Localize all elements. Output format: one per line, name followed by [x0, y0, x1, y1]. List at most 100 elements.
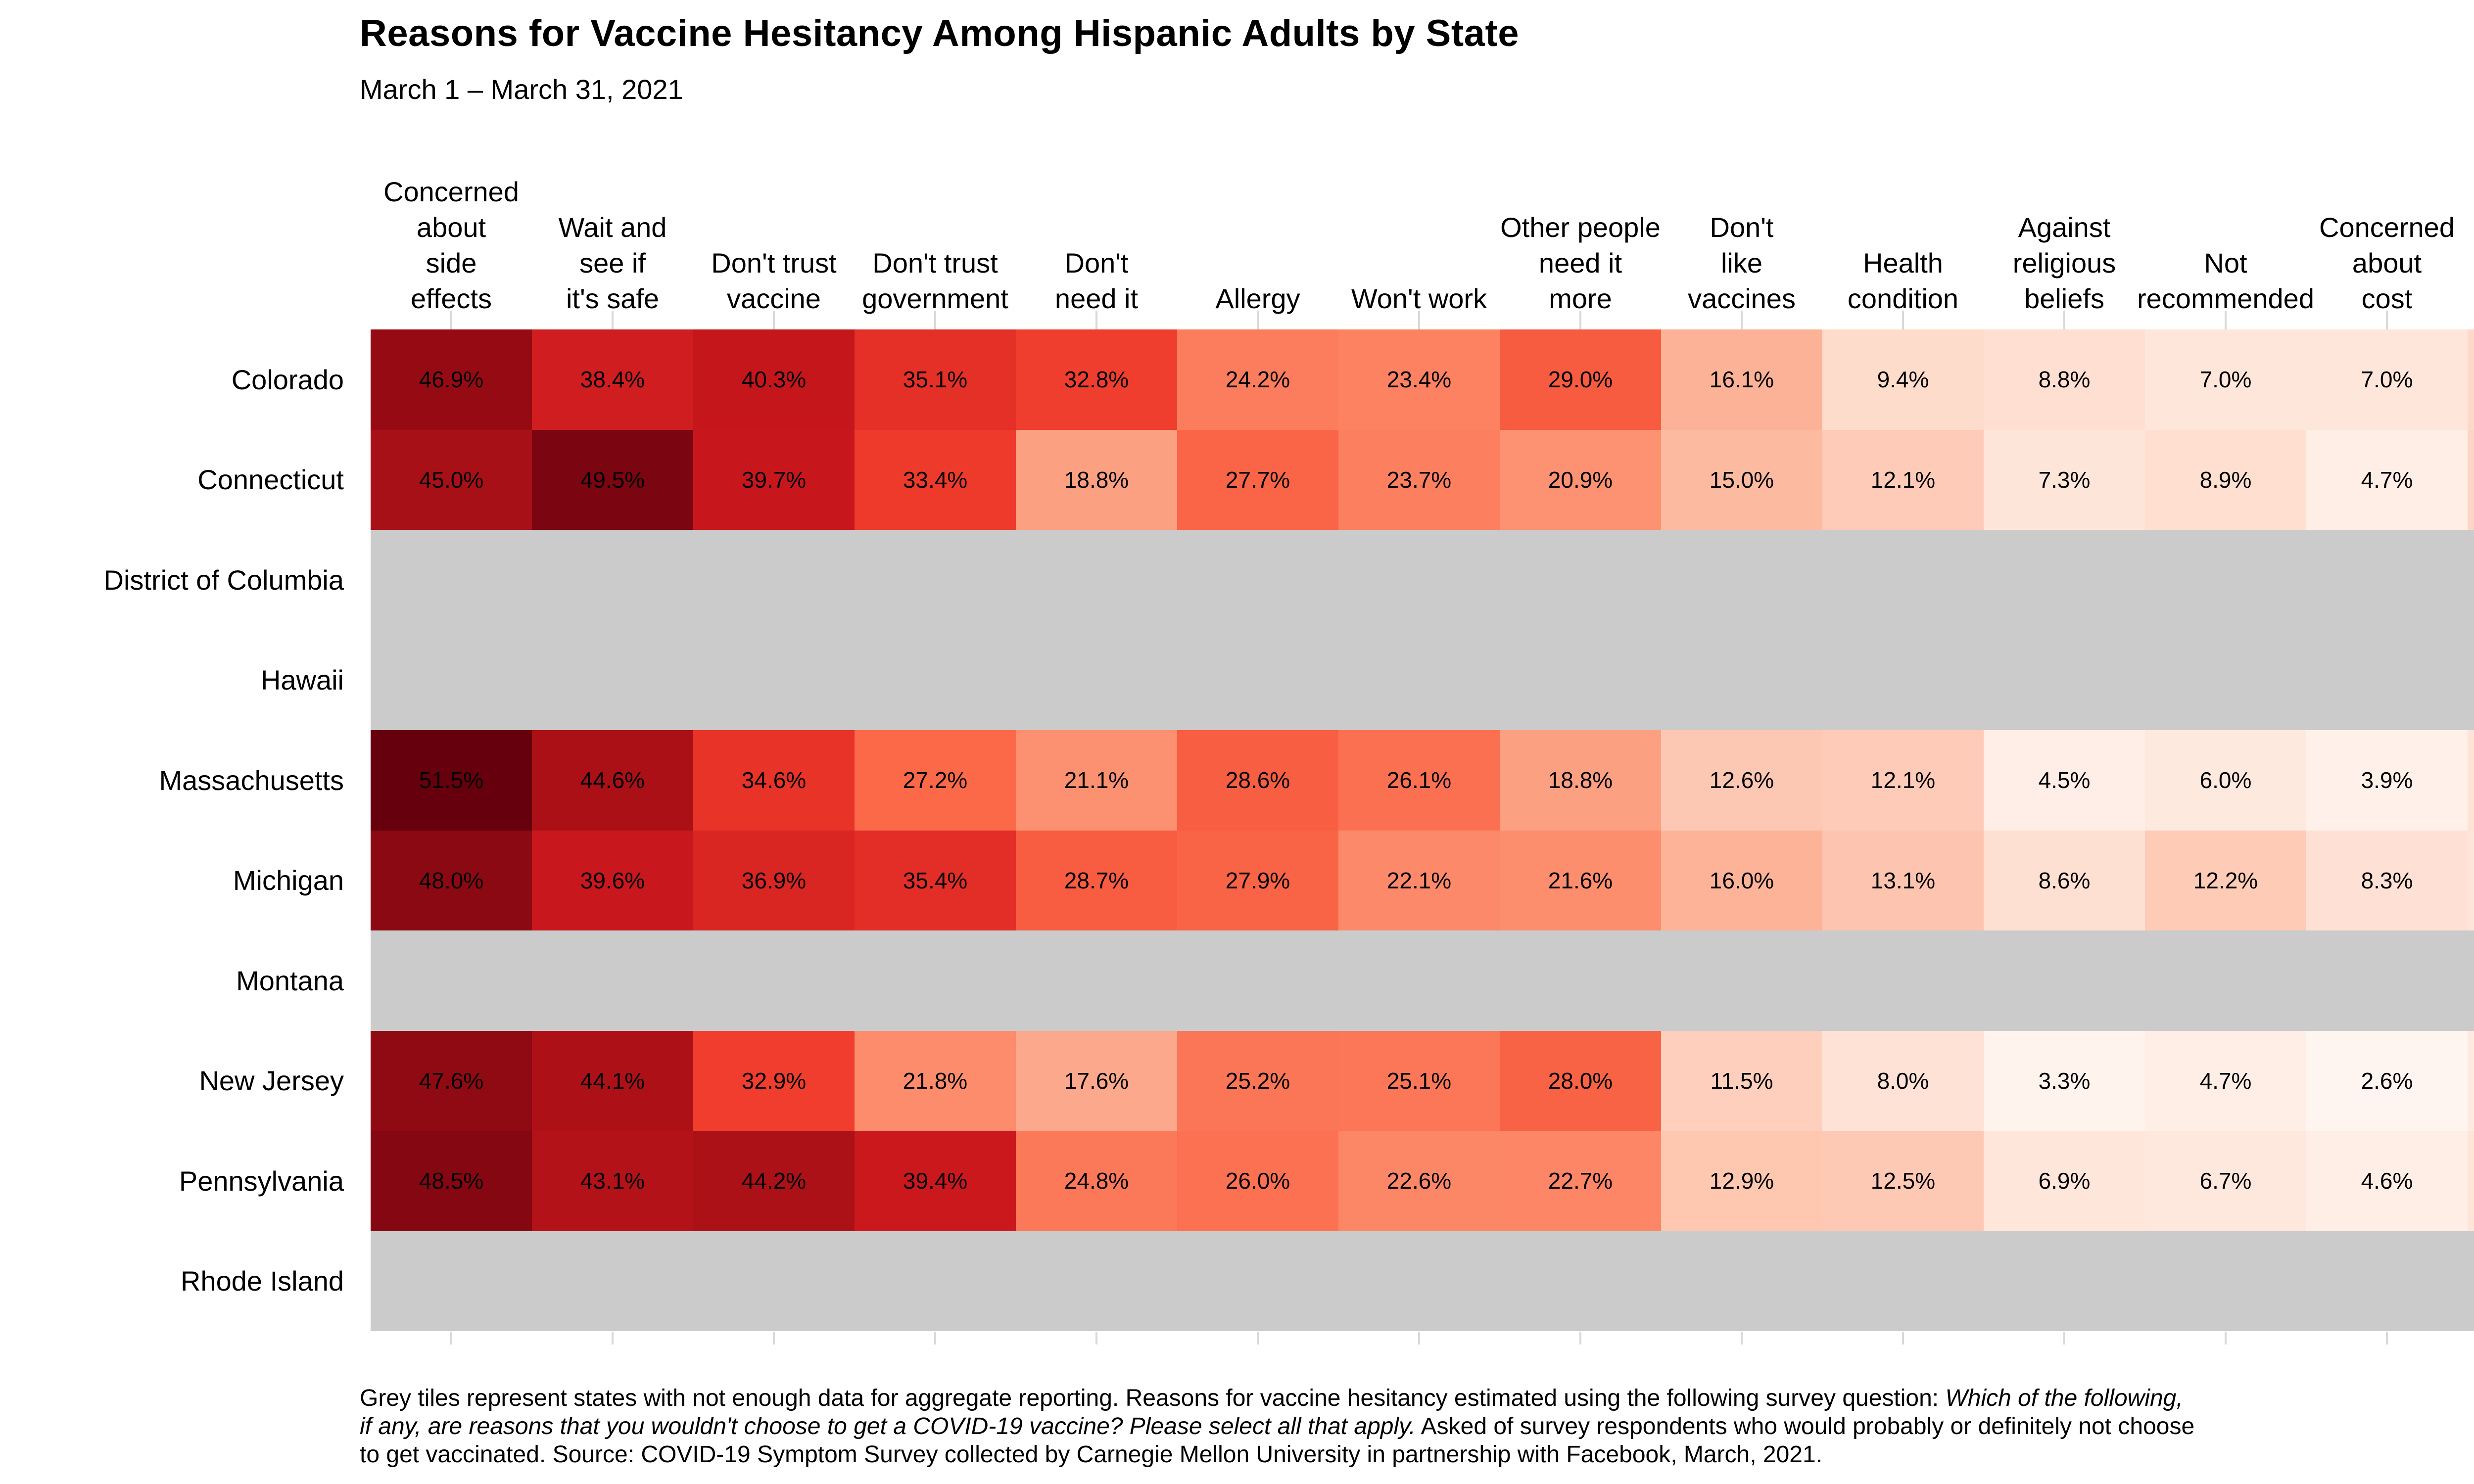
heatmap-cell [1177, 1231, 1338, 1331]
heatmap-cell [1822, 530, 1984, 630]
heatmap-cell: 29.0% [1500, 329, 1661, 430]
heatmap-cell: 4.6% [2306, 1131, 2468, 1231]
heatmap-cell [1500, 630, 1661, 730]
column-header: Health condition [1847, 247, 1959, 314]
heatmap-cell: 8.8% [1984, 329, 2145, 430]
column-header: Wait and see if it's safe [558, 212, 667, 314]
heatmap-cell [532, 530, 693, 630]
gridline-stub [2225, 311, 2227, 329]
row-labels: Colorado Connecticut District of Columbia H… [0, 329, 344, 1331]
heatmap-cell [532, 930, 693, 1031]
gridline-stub [773, 311, 775, 329]
gridline-stub [1095, 1332, 1097, 1345]
column-header: Don't trust government [862, 247, 1008, 314]
gridline-stub [1741, 311, 1743, 329]
heatmap-cell: 25.2% [1177, 1030, 1338, 1131]
heatmap-cell: 24.2% [1177, 329, 1338, 430]
heatmap-cell [1500, 530, 1661, 630]
footnote-quote: Which of the following, [1945, 1385, 2183, 1411]
heatmap-cell [371, 630, 532, 730]
heatmap-cell [1661, 1231, 1822, 1331]
heatmap-cell [2306, 630, 2468, 730]
heatmap-cell: 12.1% [1822, 429, 1984, 530]
heatmap-cell: 18.8% [1500, 730, 1661, 831]
heatmap-cell [1338, 930, 1500, 1031]
heatmap-cell [2145, 1231, 2306, 1331]
heatmap-cell: 6.0% [2145, 730, 2306, 831]
column-headers: Concerned about side effects Wait and see… [371, 148, 2474, 329]
heatmap-cell [371, 930, 532, 1031]
heatmap-cell [1822, 930, 1984, 1031]
heatmap-cell: 6.9% [1984, 1131, 2145, 1231]
row-label: Michigan [233, 865, 344, 896]
row-label: New Jersey [199, 1065, 344, 1097]
gridline-stub [1902, 1332, 1904, 1345]
heatmap-cell [1984, 530, 2145, 630]
heatmap-cell: 28.6% [1177, 730, 1338, 831]
heatmap-cell [2145, 530, 2306, 630]
gridline-stub [1579, 311, 1581, 329]
heatmap-cell: 36.9% [693, 830, 855, 930]
heatmap-cell: 2.6% [2306, 1030, 2468, 1131]
heatmap-cell: 47.6% [371, 1030, 532, 1131]
gridline-stub [2225, 1332, 2227, 1345]
heatmap-cell: 23.7% [1338, 429, 1500, 530]
footnote-text: Grey tiles represent states with not eno… [360, 1385, 1946, 1411]
heatmap-cell: 3.3% [1984, 1030, 2145, 1131]
footnote-quote: if any, are reasons that you wouldn't ch… [360, 1413, 1416, 1439]
heatmap-cell [693, 630, 855, 730]
heatmap-cell: 26.1% [1338, 730, 1500, 831]
heatmap-cell: 49.5% [532, 429, 693, 530]
heatmap-cell [1661, 530, 1822, 630]
gridline-stub [612, 311, 614, 329]
heatmap-cell: 27.7% [1177, 429, 1338, 530]
heatmap-cell: 26.0% [1177, 1131, 1338, 1231]
gridline-stub [934, 1332, 936, 1345]
heatmap-cell [693, 1231, 855, 1331]
heatmap-cell [1500, 1231, 1661, 1331]
heatmap-cell [1500, 930, 1661, 1031]
column-header: Not recommended [2137, 247, 2314, 314]
heatmap-cell: 21.6% [1500, 830, 1661, 930]
heatmap-cell: 3.9% [2306, 730, 2468, 831]
gridline-stub [2063, 311, 2065, 329]
heatmap-cell: 27.2% [855, 730, 1016, 831]
row-label: Massachusetts [159, 764, 344, 796]
heatmap-cell: 44.2% [693, 1131, 855, 1231]
heatmap-cell: 7.2% [2468, 830, 2474, 930]
heatmap-cell [2306, 530, 2468, 630]
heatmap-cell: 46.9% [371, 329, 532, 430]
heatmap-cell [1822, 630, 1984, 730]
heatmap-cell: 21.1% [1016, 730, 1177, 831]
footnote-line: Grey tiles represent states with not eno… [360, 1384, 2194, 1412]
gridline-stub [1418, 311, 1420, 329]
heatmap-cell: 48.0% [371, 830, 532, 930]
row-label: Connecticut [197, 464, 344, 496]
heatmap-cell: 7.3% [1984, 429, 2145, 530]
row-label: District of Columbia [103, 564, 344, 596]
heatmap-cell: 11.5% [1661, 1030, 1822, 1131]
heatmap-cell: 8.9% [2145, 429, 2306, 530]
gridline-stub [1418, 1332, 1420, 1345]
gridline-stub [934, 311, 936, 329]
heatmap-cell: 4.7% [2306, 429, 2468, 530]
heatmap-cell: 8.3% [2306, 830, 2468, 930]
heatmap-cell: 20.9% [1500, 429, 1661, 530]
heatmap-cell: 12.1% [1822, 730, 1984, 831]
column-header: Concerned about side effects [383, 176, 519, 314]
heatmap-cell: 24.8% [1016, 1131, 1177, 1231]
heatmap-cell: 27.9% [1177, 830, 1338, 930]
heatmap-cell [2306, 1231, 2468, 1331]
heatmap-cell [2145, 630, 2306, 730]
footnote-line: to get vaccinated. Source: COVID-19 Symp… [360, 1440, 2194, 1469]
heatmap-cell: 28.7% [1016, 830, 1177, 930]
column-header: Don't like vaccines [1688, 212, 1796, 314]
heatmap-cell [855, 630, 1016, 730]
column-header: Don't trust vaccine [711, 247, 837, 314]
footnote-text: Asked of survey respondents who would pr… [1415, 1413, 2195, 1439]
heatmap-cell: 33.4% [855, 429, 1016, 530]
heatmap-cell: 16.0% [1661, 830, 1822, 930]
row-label: Colorado [231, 364, 344, 395]
heatmap-cell [1177, 530, 1338, 630]
heatmap-cell: 39.7% [693, 429, 855, 530]
